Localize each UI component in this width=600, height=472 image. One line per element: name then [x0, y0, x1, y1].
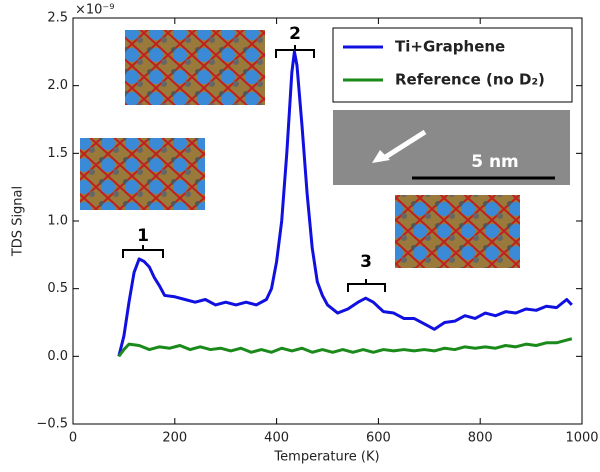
- x-tick-label: 1000: [565, 431, 598, 446]
- x-tick-label: 600: [366, 431, 391, 446]
- annotation: 2: [289, 24, 301, 44]
- inset-structure: [395, 195, 520, 268]
- inset-tem-image: [333, 110, 570, 185]
- y-axis-label: TDS Signal: [11, 186, 26, 257]
- series-line: [119, 339, 572, 357]
- y-tick-label: −0.5: [36, 417, 68, 432]
- y-tick-label: 0.5: [47, 281, 68, 296]
- x-tick-label: 200: [162, 431, 187, 446]
- annotation: 5 nm: [471, 152, 519, 172]
- peak-bracket: [348, 279, 385, 292]
- y-tick-label: 2.0: [47, 78, 68, 93]
- x-tick-label: 800: [468, 431, 493, 446]
- inset-structure: [125, 30, 265, 105]
- annotation: 3: [360, 252, 372, 272]
- chart: Temperature (K) TDS Signal ×10⁻⁹ 0 200 400…: [0, 0, 600, 472]
- legend-label: Reference (no D₂): [395, 71, 545, 89]
- y-tick-label: 1.5: [47, 146, 68, 161]
- x-axis-label: Temperature (K): [273, 450, 379, 465]
- x-tick-label: 0: [69, 431, 77, 446]
- y-tick-label: 0.0: [47, 349, 68, 364]
- legend-label: Ti+Graphene: [395, 38, 505, 56]
- x-tick-label: 400: [264, 431, 289, 446]
- peak-bracket: [123, 245, 163, 258]
- y-tick-label: 1.0: [47, 214, 68, 229]
- inset-structure: [80, 138, 205, 210]
- y-tick-label: 2.5: [47, 11, 68, 26]
- offset-text: ×10⁻⁹: [75, 3, 115, 18]
- annotation: 1: [137, 226, 149, 246]
